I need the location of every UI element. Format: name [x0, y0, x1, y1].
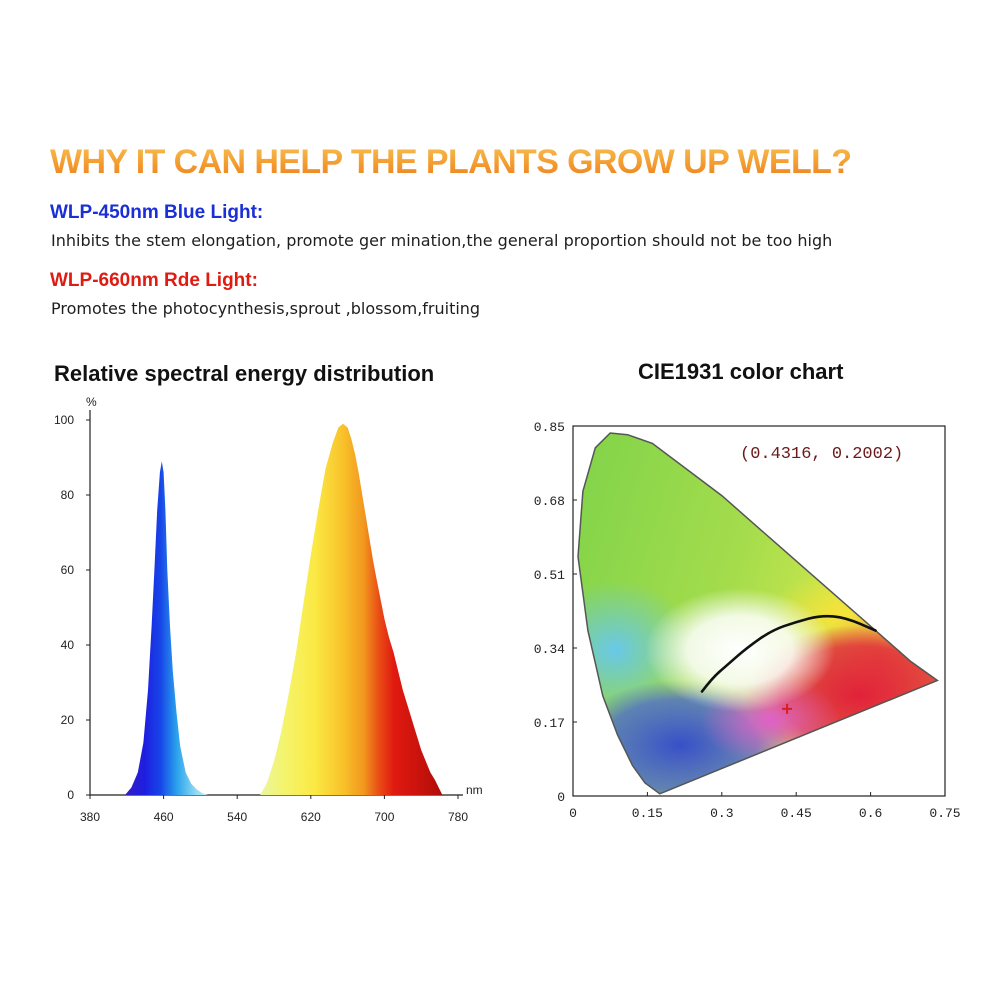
spectral-x-tick-label: 620: [301, 810, 321, 824]
cie-point-marker: [782, 703, 793, 714]
red-light-description: Promotes the photocynthesis,sprout ,blos…: [51, 299, 481, 318]
cie-gamut-colors: [578, 433, 938, 794]
cie-planckian-locus: [700, 614, 877, 693]
spectral-x-tick-label: 540: [227, 810, 247, 824]
cie-x-tick-label: 0.15: [632, 806, 663, 821]
spectral-x-tick-label: 700: [374, 810, 394, 824]
cie-chart-title: CIE1931 color chart: [638, 359, 844, 384]
cie-point-annotation: (0.4316, 0.2002): [740, 445, 903, 464]
spectral-y-tick-label: 20: [61, 713, 75, 727]
spectral-x-tick-label: 380: [80, 810, 100, 824]
blue-light-title: WLP-450nm Blue Light:: [50, 202, 264, 223]
cie-x-tick-label: 0: [569, 806, 577, 821]
cie-x-tick-label: 0.3: [710, 806, 733, 821]
red-light-title: WLP-660nm Rde Light:: [50, 270, 258, 291]
spectral-chart: 380 460 540 620 700 780 0 20 40 60 80 100 % nm: [54, 395, 483, 824]
spectral-y-tick-label: 0: [67, 788, 74, 802]
cie-y-tick-label: 0.85: [534, 420, 565, 435]
cie-plot-frame: [572, 425, 946, 797]
cie-x-tick-label: 0.75: [929, 806, 960, 821]
spectral-x-tick-label: 780: [448, 810, 468, 824]
cie-y-tick-label: 0.68: [534, 494, 565, 509]
cie-y-tick-label: 0: [557, 790, 565, 805]
spectral-y-tick-label: 40: [61, 638, 75, 652]
cie-x-tick-label: 0.6: [859, 806, 882, 821]
cie-x-tick-label: 0.45: [781, 806, 812, 821]
cie-chart: (0.4316, 0.2002) 0 0.15 0.3 0.45 0.6 0.75 0 0.1…: [534, 420, 961, 821]
red-yellow-peak-area: [260, 423, 443, 795]
cie-spectral-locus: [577, 432, 939, 795]
spectral-y-tick-label: 60: [61, 563, 75, 577]
spectral-y-tick-label: 80: [61, 488, 75, 502]
spectral-y-tick-label: 100: [54, 413, 74, 427]
spectral-chart-title: Relative spectral energy distribution: [54, 361, 435, 386]
cie-y-tick-label: 0.51: [534, 568, 565, 583]
spectral-y-unit: %: [86, 395, 97, 409]
spectral-x-unit: nm: [466, 783, 483, 797]
cie-y-tick-label: 0.34: [534, 642, 565, 657]
spectral-x-tick-label: 460: [154, 810, 174, 824]
blue-light-description: Inhibits the stem elongation, promote ge…: [51, 231, 833, 250]
blue-peak-area: [125, 461, 208, 795]
cie-y-tick-label: 0.17: [534, 716, 565, 731]
headline: WHY IT CAN HELP THE PLANTS GROW UP WELL?: [50, 143, 852, 181]
